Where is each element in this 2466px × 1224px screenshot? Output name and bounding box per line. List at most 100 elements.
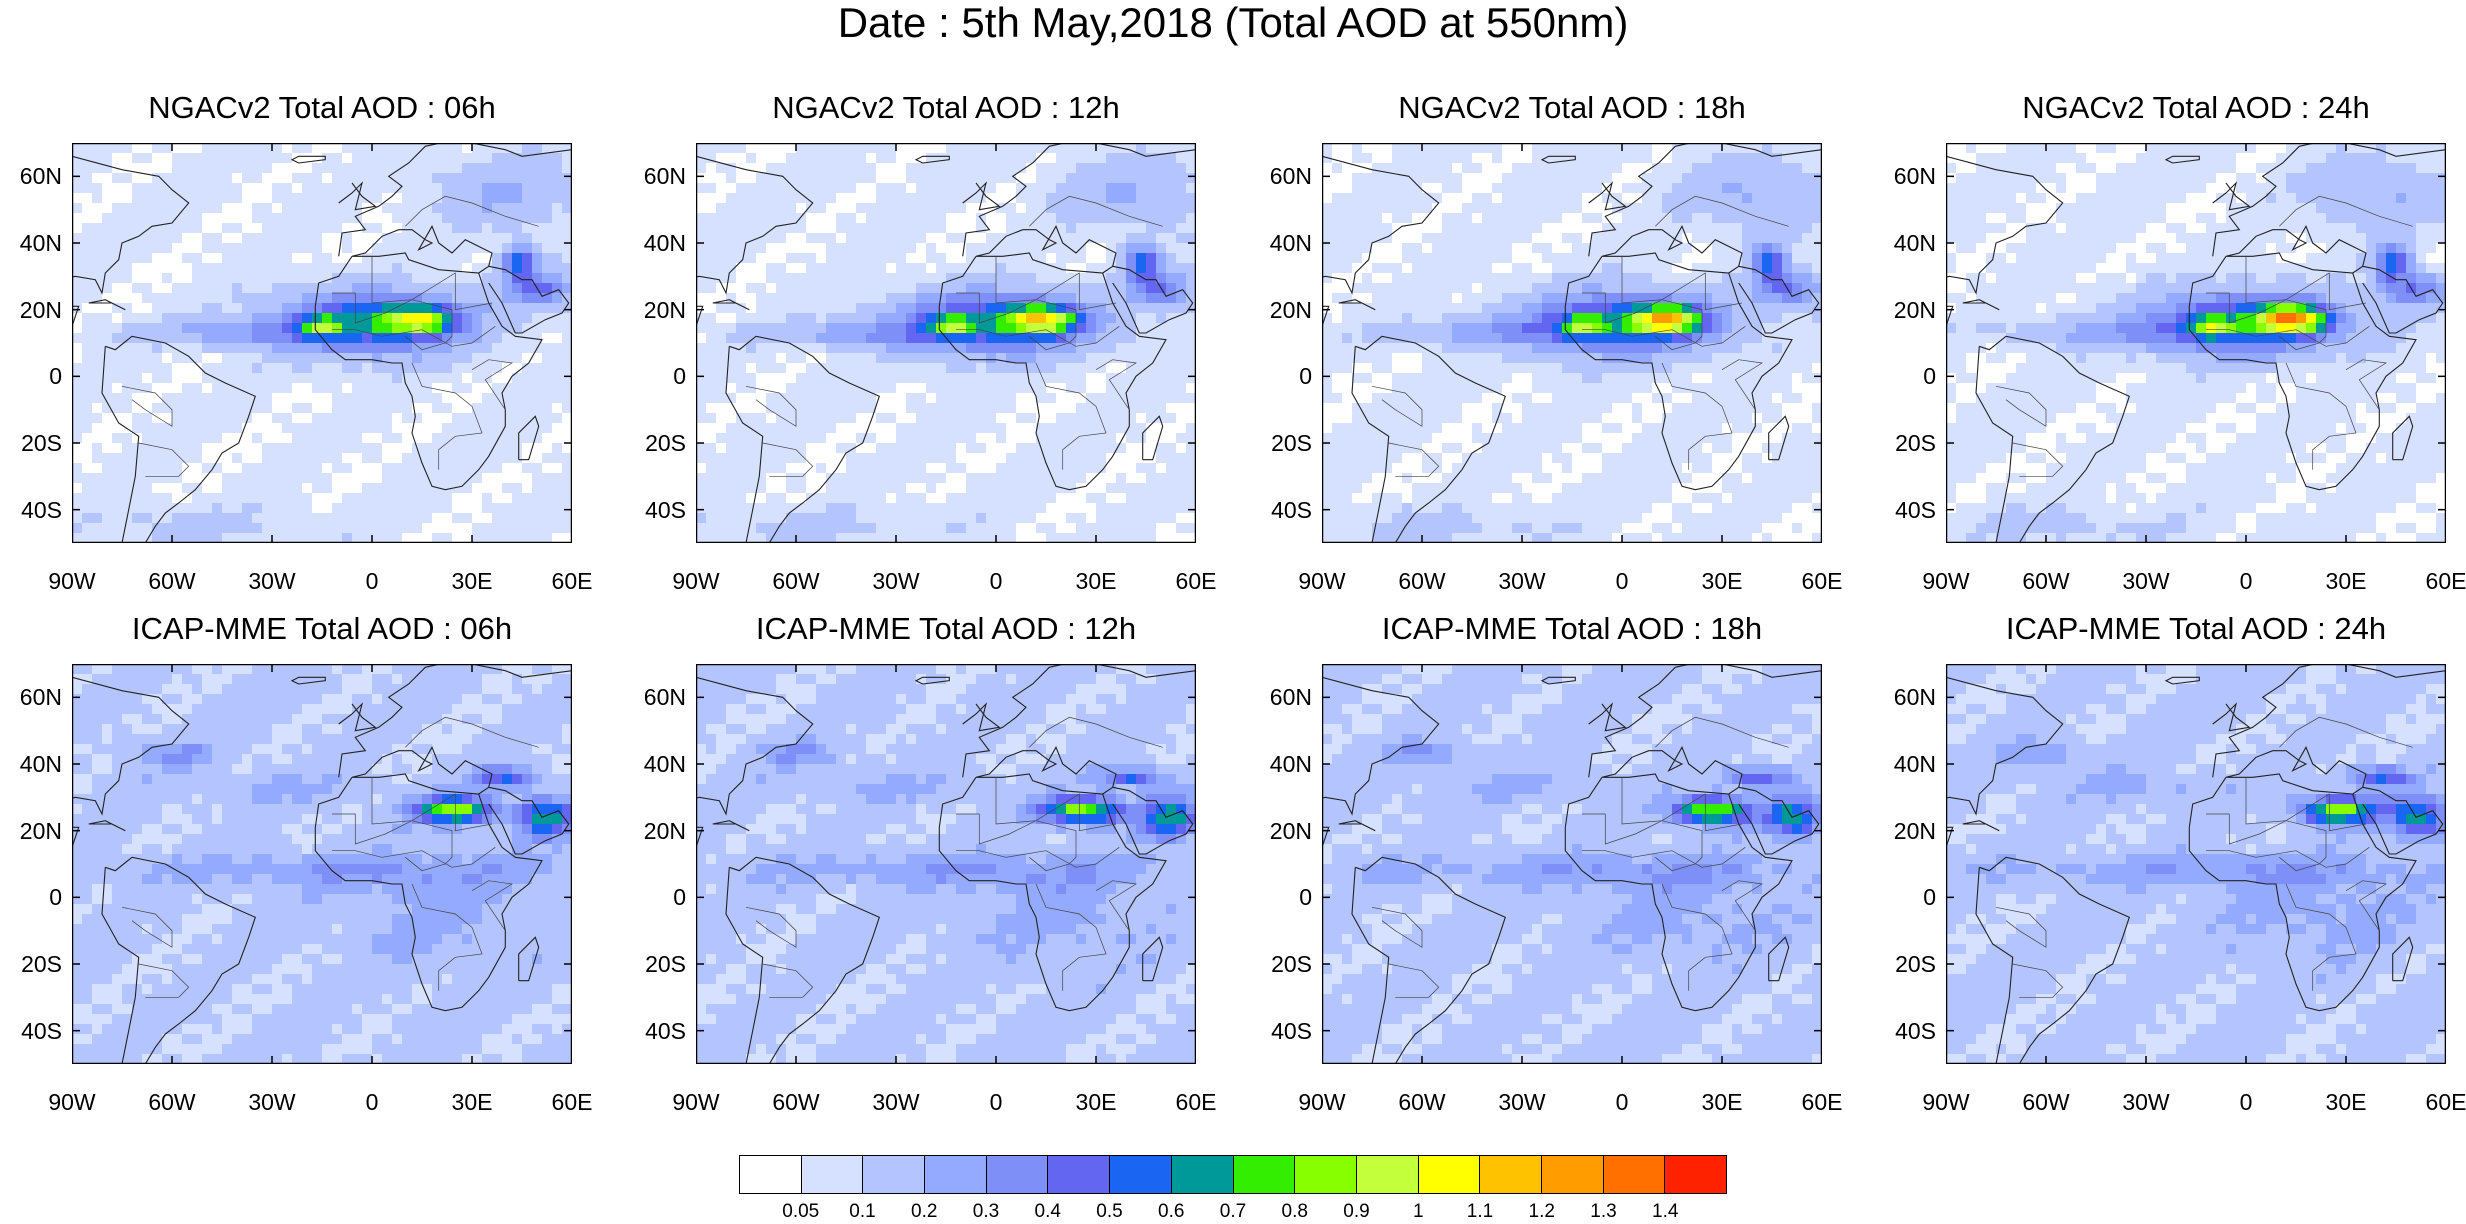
aod-cell [1762, 343, 1772, 353]
aod-cell [706, 253, 716, 263]
aod-cell [1812, 453, 1822, 463]
aod-cell [956, 533, 966, 543]
aod-cell [1542, 353, 1552, 363]
aod-cell [552, 483, 562, 493]
aod-cell [1802, 333, 1812, 343]
aod-cell [302, 183, 312, 193]
aod-cell [1712, 363, 1722, 373]
aod-cell [222, 333, 232, 343]
aod-cell [462, 513, 472, 523]
aod-cell [1186, 363, 1196, 373]
aod-cell [1332, 323, 1342, 333]
aod-cell [1642, 373, 1652, 383]
aod-cell [422, 353, 432, 363]
aod-cell [1176, 353, 1186, 363]
aod-cell [302, 343, 312, 353]
aod-cell [1612, 483, 1622, 493]
aod-cell [532, 173, 542, 183]
aod-cell [706, 503, 716, 513]
aod-cell [232, 313, 242, 323]
aod-cell [1652, 233, 1662, 243]
aod-cell [1442, 373, 1452, 383]
aod-cell [512, 313, 522, 323]
aod-cell [152, 513, 162, 523]
aod-cell [1682, 323, 1692, 333]
aod-cell [796, 513, 806, 523]
aod-cell [372, 533, 382, 543]
aod-cell [422, 443, 432, 453]
aod-cell [1156, 513, 1166, 523]
aod-cell [292, 443, 302, 453]
aod-cell [1462, 153, 1472, 163]
aod-cell [362, 183, 372, 193]
aod-cell [252, 233, 262, 243]
aod-cell [102, 313, 112, 323]
aod-cell [876, 363, 886, 373]
aod-cell [152, 243, 162, 253]
aod-cell [906, 323, 916, 333]
aod-cell [1752, 243, 1762, 253]
aod-cell [432, 453, 442, 463]
aod-cell [502, 263, 512, 273]
aod-cell [1006, 313, 1016, 323]
aod-cell [1046, 423, 1056, 433]
aod-cell [1026, 413, 1036, 423]
aod-cell [1036, 383, 1046, 393]
aod-cell [956, 353, 966, 363]
aod-cell [302, 193, 312, 203]
aod-cell [1116, 393, 1126, 403]
aod-cell [282, 463, 292, 473]
aod-cell [1136, 303, 1146, 313]
aod-cell [1156, 453, 1166, 463]
aod-cell [502, 433, 512, 443]
aod-cell [1016, 153, 1026, 163]
aod-cell [192, 413, 202, 423]
aod-cell [726, 513, 736, 523]
aod-cell [1442, 303, 1452, 313]
aod-cell [372, 173, 382, 183]
aod-cell [1146, 293, 1156, 303]
aod-cell [1732, 233, 1742, 243]
aod-cell [1186, 483, 1196, 493]
aod-cell [836, 503, 846, 513]
aod-cell [332, 353, 342, 363]
aod-cell [1156, 233, 1166, 243]
aod-cell [372, 483, 382, 493]
aod-cell [1642, 213, 1652, 223]
aod-cell [1572, 513, 1582, 523]
aod-cell [1026, 203, 1036, 213]
aod-cell [202, 303, 212, 313]
aod-cell [192, 203, 202, 213]
aod-cell [402, 403, 412, 413]
aod-cell [716, 373, 726, 383]
aod-cell [262, 473, 272, 483]
aod-cell [532, 213, 542, 223]
aod-cell [696, 413, 706, 423]
aod-cell [866, 533, 876, 543]
aod-cell [102, 223, 112, 233]
aod-cell [212, 413, 222, 423]
aod-cell [876, 193, 886, 203]
aod-cell [1452, 153, 1462, 163]
aod-cell [1512, 293, 1522, 303]
aod-cell [182, 533, 192, 543]
aod-cell [916, 283, 926, 293]
aod-cell [1692, 233, 1702, 243]
aod-cell [562, 473, 572, 483]
aod-cell [412, 463, 422, 473]
aod-cell [1752, 193, 1762, 203]
aod-cell [402, 413, 412, 423]
aod-cell [412, 323, 422, 333]
aod-cell [222, 363, 232, 373]
lat-label: 20S [634, 431, 686, 455]
aod-cell [716, 213, 726, 223]
aod-cell [432, 353, 442, 363]
aod-cell [152, 493, 162, 503]
aod-cell [1156, 393, 1166, 403]
aod-cell [1742, 423, 1752, 433]
aod-cell [1462, 373, 1472, 383]
aod-cell [1712, 173, 1722, 183]
aod-cell [1662, 183, 1672, 193]
aod-cell [442, 353, 452, 363]
aod-cell [996, 253, 1006, 263]
